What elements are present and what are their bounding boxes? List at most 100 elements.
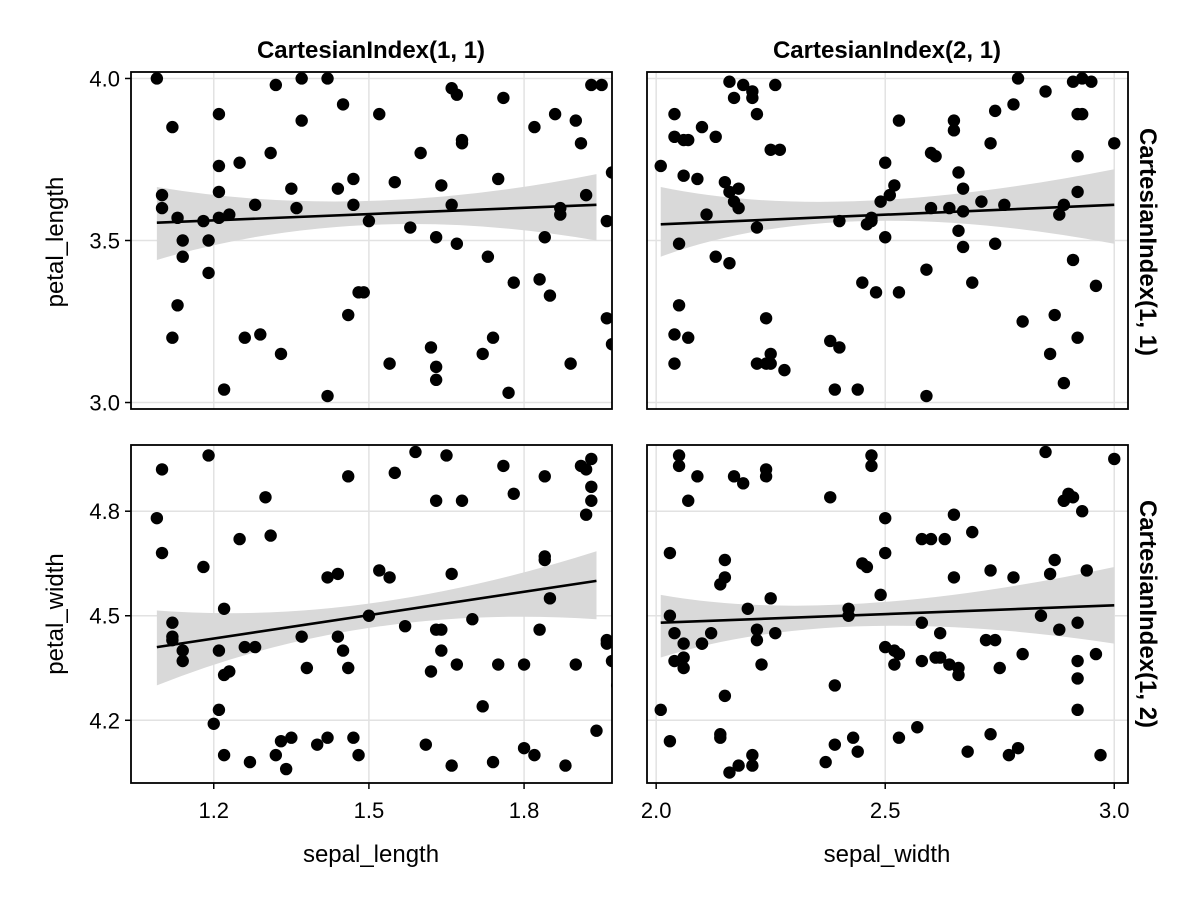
data-point — [892, 114, 906, 127]
data-point — [764, 357, 777, 370]
facet-panel-2-2: 2.0 2.5 3.0 — [641, 444, 1130, 823]
data-point — [677, 651, 690, 664]
data-point — [450, 237, 464, 250]
facet-row-title-1: CartesianIndex(1, 1) — [1134, 128, 1161, 356]
data-point — [988, 104, 1002, 118]
data-point — [961, 745, 974, 758]
data-point — [1057, 376, 1071, 390]
data-point — [445, 198, 458, 212]
data-point — [1089, 647, 1103, 661]
data-point — [1085, 75, 1098, 88]
data-point — [347, 198, 360, 212]
data-point — [517, 658, 531, 671]
data-point — [750, 357, 764, 370]
data-point — [833, 341, 846, 354]
data-point — [445, 567, 458, 581]
data-point — [445, 759, 458, 772]
data-point — [481, 250, 495, 263]
data-point — [865, 449, 878, 462]
data-point — [295, 114, 308, 127]
data-point — [1071, 150, 1084, 163]
data-point — [727, 470, 741, 483]
data-point — [737, 477, 750, 490]
data-point — [892, 647, 906, 661]
data-point — [883, 188, 896, 202]
data-point — [668, 357, 681, 370]
data-point — [732, 201, 745, 215]
data-point — [285, 731, 298, 744]
data-point — [694, 526, 706, 538]
data-point — [310, 738, 324, 751]
data-point — [285, 182, 298, 195]
data-point — [750, 623, 764, 636]
data-point — [1007, 571, 1020, 584]
data-point — [764, 592, 777, 605]
data-point — [755, 658, 768, 671]
data-point — [947, 114, 961, 127]
data-point — [709, 250, 722, 263]
data-point — [860, 560, 874, 574]
data-point — [979, 633, 993, 647]
data-point — [915, 654, 929, 668]
data-point — [248, 198, 262, 212]
data-point — [274, 347, 288, 361]
data-point — [663, 546, 677, 560]
data-point — [450, 88, 464, 101]
y-axis-label-bottom: petal_width — [42, 553, 69, 674]
facet-col-title-2: CartesianIndex(2, 1) — [773, 37, 1001, 64]
data-point — [342, 661, 355, 675]
data-point — [1007, 98, 1020, 111]
data-point — [155, 463, 169, 476]
data-point — [654, 159, 667, 173]
data-point — [264, 146, 277, 160]
data-point — [663, 270, 675, 282]
data-point — [171, 299, 184, 312]
data-point — [924, 532, 938, 546]
data-point — [543, 592, 557, 605]
data-point — [507, 487, 520, 500]
data-point — [699, 582, 711, 594]
data-point — [626, 315, 638, 327]
data-point — [642, 137, 654, 149]
data-point — [342, 470, 355, 483]
data-point — [966, 525, 979, 539]
data-point — [300, 661, 314, 675]
data-point — [295, 630, 308, 643]
data-point — [435, 623, 448, 636]
data-point — [888, 179, 901, 192]
data-point — [212, 703, 226, 717]
data-point — [548, 107, 562, 121]
data-point — [605, 166, 612, 179]
data-point — [652, 108, 664, 120]
data-point — [166, 120, 179, 134]
data-point — [915, 532, 929, 546]
data-point — [1048, 308, 1061, 322]
data-point — [238, 640, 251, 654]
data-point — [373, 107, 386, 121]
data-point — [217, 602, 231, 615]
data-point — [704, 364, 716, 376]
data-point — [543, 289, 557, 302]
data-point — [202, 266, 215, 280]
data-point — [723, 75, 736, 88]
data-point — [1071, 703, 1084, 717]
data-point — [668, 328, 681, 341]
data-point — [274, 734, 288, 748]
regression-line — [156, 579, 597, 649]
data-point — [718, 553, 732, 567]
data-point — [879, 231, 892, 244]
data-point — [947, 124, 961, 137]
data-point — [732, 759, 745, 772]
data-point — [248, 640, 262, 654]
data-point — [682, 331, 695, 344]
data-point — [528, 120, 541, 134]
data-point — [383, 357, 396, 370]
data-point — [435, 179, 448, 192]
data-point — [1080, 564, 1093, 577]
data-point — [856, 276, 869, 289]
data-point — [1108, 137, 1121, 150]
data-point — [718, 571, 732, 584]
facet-col-title-1: CartesianIndex(1, 1) — [257, 37, 485, 64]
panel-frame — [130, 444, 613, 784]
